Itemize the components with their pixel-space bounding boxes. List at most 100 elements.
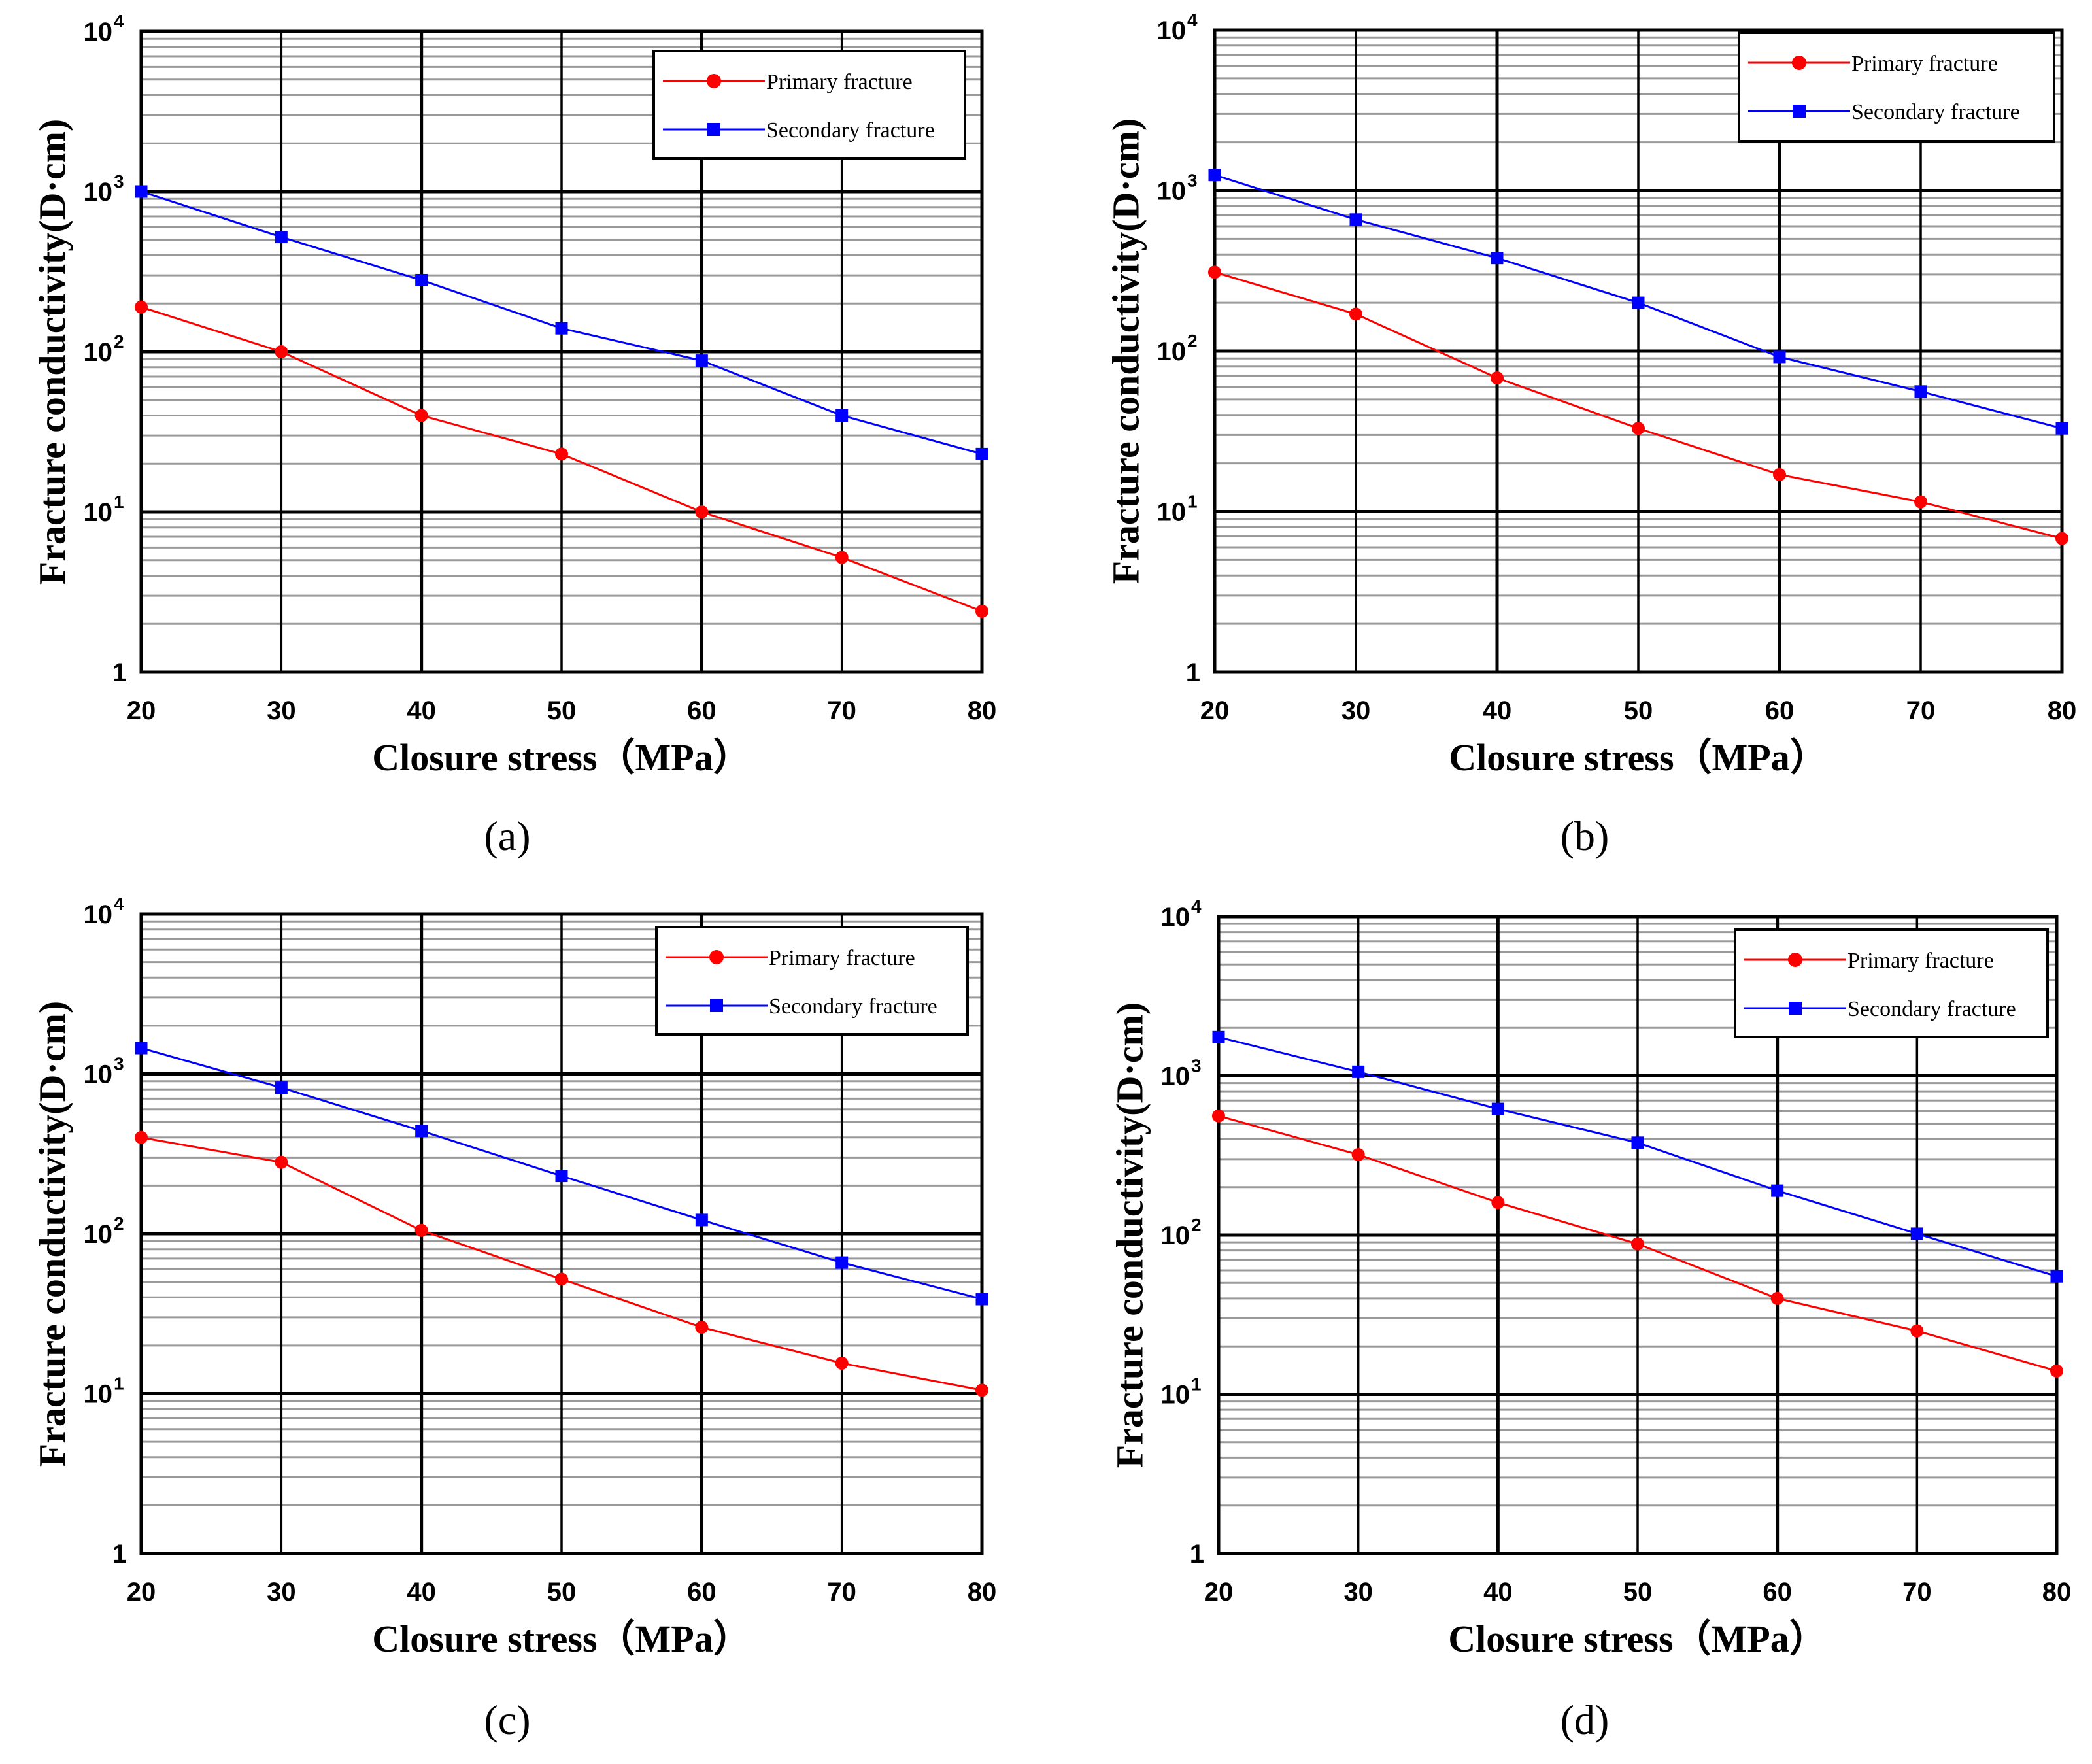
y-tick-label: 10 [84,900,113,929]
y-axis-label: Fracture conductivity(D·cm) [1108,1002,1151,1468]
data-point-primary [555,447,568,461]
panel-label: (b) [1561,813,1610,859]
x-tick-label: 40 [1483,696,1512,725]
data-point-secondary [695,1213,708,1227]
legend-label: Secondary fracture [766,118,935,143]
data-point-secondary [835,409,849,422]
x-tick-label: 80 [968,696,997,725]
x-tick-label: 40 [407,1578,436,1606]
y-tick-exponent: 2 [1187,331,1198,351]
data-point-secondary [275,231,288,244]
y-tick-label: 1 [112,1540,127,1569]
y-tick-exponent: 4 [1191,896,1202,917]
legend-marker-primary [1788,953,1802,967]
data-point-secondary [1491,252,1504,265]
x-tick-label: 80 [2042,1578,2072,1606]
y-tick-exponent: 4 [114,894,124,914]
data-point-secondary [2050,1270,2063,1283]
y-tick-label: 10 [1161,1221,1190,1250]
data-point-primary [1491,1196,1505,1210]
data-point-secondary [695,354,708,367]
y-tick-exponent: 2 [114,1213,124,1234]
data-point-secondary [1491,1102,1504,1115]
y-tick-exponent: 2 [1191,1215,1202,1235]
legend-box [655,926,969,1036]
x-axis-label: Closure stress（MPa） [372,736,751,779]
data-point-secondary [135,185,148,198]
x-tick-label: 70 [827,696,856,725]
legend-label: Primary fracture [1851,52,1998,76]
y-axis-label: Fracture conductivity(D·cm) [31,119,73,585]
y-tick-label: 1 [1186,658,1200,687]
legend-label: Primary fracture [766,70,913,94]
panel-label: (c) [484,1697,530,1743]
y-tick-label: 10 [1157,16,1187,45]
data-point-primary [1491,371,1504,385]
data-point-primary [1212,1109,1225,1123]
y-tick-exponent: 2 [114,331,124,352]
legend-marker-secondary [707,123,720,136]
x-tick-label: 70 [827,1578,856,1606]
legend: Primary fracture Secondary fracture [652,50,966,160]
x-tick-label: 60 [1765,696,1795,725]
legend-marker-primary [709,950,724,964]
legend-label: Primary fracture [769,946,915,970]
y-tick-label: 10 [84,18,113,46]
x-tick-label: 30 [267,696,296,725]
data-point-primary [1632,422,1645,435]
data-point-secondary [1212,1030,1225,1043]
y-tick-label: 1 [112,658,127,687]
x-tick-label: 70 [1906,696,1936,725]
data-point-secondary [2055,422,2068,435]
data-point-primary [695,1321,709,1334]
legend-box [1738,31,2055,143]
x-tick-label: 30 [1341,696,1371,725]
data-point-primary [275,1155,288,1169]
panel-label: (a) [484,813,530,859]
x-tick-label: 30 [267,1578,296,1606]
data-point-secondary [415,273,428,286]
data-point-secondary [555,1170,568,1183]
legend-label: Secondary fracture [1847,997,2016,1021]
data-point-primary [835,551,849,564]
plot-frame [1217,915,2059,1555]
data-point-secondary [1352,1065,1365,1078]
x-tick-label: 80 [968,1578,997,1606]
data-point-primary [695,505,709,518]
legend-marker-primary [707,74,721,88]
y-tick-label: 10 [1157,498,1187,527]
legend-label: Secondary fracture [1851,100,2020,124]
x-axis-label: Closure stress（MPa） [1448,1618,1827,1660]
data-point-primary [1631,1237,1644,1251]
data-point-secondary [1773,350,1786,364]
data-point-primary [135,300,148,314]
x-tick-label: 50 [1623,1578,1653,1606]
y-tick-label: 10 [84,178,113,207]
y-tick-label: 10 [84,1220,113,1249]
data-point-secondary [1914,385,1927,398]
x-tick-label: 20 [1200,696,1230,725]
data-point-secondary [835,1256,849,1269]
y-tick-label: 10 [1157,337,1187,366]
data-point-primary [1910,1324,1924,1338]
y-tick-exponent: 3 [114,171,124,192]
data-point-primary [414,1223,428,1237]
legend-box [1734,928,2049,1038]
y-tick-exponent: 1 [1187,492,1198,512]
legend-marker-secondary [1789,1002,1802,1015]
legend: Primary fracture Secondary fracture [1734,928,2049,1038]
plot-frame [139,912,984,1555]
legend-box [652,50,966,160]
y-axis-label: Fracture conductivity(D·cm) [1104,118,1147,584]
legend: Primary fracture Secondary fracture [1738,31,2055,143]
x-tick-label: 80 [2048,696,2077,725]
y-tick-exponent: 4 [1187,10,1198,30]
data-point-primary [1770,1291,1784,1305]
data-point-primary [135,1130,148,1144]
data-point-secondary [135,1042,148,1055]
legend: Primary fracture Secondary fracture [655,926,969,1036]
y-tick-exponent: 1 [1191,1374,1202,1395]
x-tick-label: 20 [127,696,156,725]
legend-label: Primary fracture [1847,949,1994,973]
